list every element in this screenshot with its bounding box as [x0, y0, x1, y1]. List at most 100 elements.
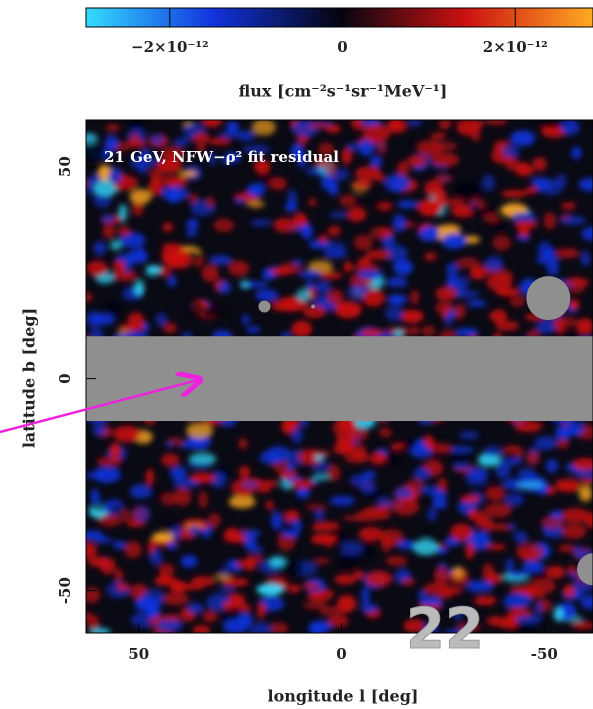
residual-blob: [564, 278, 590, 287]
residual-blob: [522, 560, 544, 573]
residual-blob: [452, 566, 465, 579]
residual-blob: [126, 249, 149, 264]
residual-blob: [489, 615, 502, 627]
residual-blob: [131, 274, 158, 281]
residual-blob: [397, 199, 414, 209]
source-mask: [311, 304, 316, 309]
residual-blob: [106, 300, 122, 315]
residual-blob: [365, 491, 386, 499]
residual-blob: [208, 138, 231, 145]
residual-blob: [337, 553, 361, 571]
residual-blob: [561, 523, 587, 540]
residual-blob: [205, 196, 215, 208]
residual-blob: [353, 570, 365, 580]
residual-blob: [477, 453, 501, 467]
residual-blob: [179, 170, 198, 177]
residual-blob: [492, 235, 511, 251]
residual-blob: [470, 204, 481, 218]
residual-blob: [417, 198, 443, 216]
residual-blob: [507, 523, 517, 531]
residual-blob: [215, 574, 232, 581]
x-tick-label: -50: [531, 645, 558, 663]
residual-blob: [385, 276, 408, 288]
residual-blob: [198, 490, 209, 509]
residual-blob: [309, 590, 332, 604]
residual-blob: [112, 270, 137, 281]
residual-blob: [325, 124, 341, 133]
residual-blob: [256, 583, 284, 596]
residual-blob: [503, 601, 512, 608]
residual-blob: [423, 582, 451, 595]
residual-blob: [114, 568, 124, 582]
residual-blob: [202, 610, 218, 623]
residual-blob: [327, 181, 339, 196]
residual-blob: [408, 120, 423, 127]
residual-blob: [571, 146, 582, 160]
residual-blob: [444, 311, 454, 327]
residual-blob: [390, 442, 405, 450]
residual-blob: [441, 233, 467, 249]
plot-area: [86, 120, 593, 633]
residual-blob: [248, 622, 273, 633]
residual-blob: [226, 527, 239, 537]
residual-blob: [228, 260, 250, 277]
residual-blob: [109, 442, 121, 459]
residual-blob: [239, 465, 251, 480]
residual-blob: [563, 584, 575, 598]
residual-blob: [421, 325, 436, 337]
residual-blob: [163, 322, 177, 334]
residual-blob: [363, 288, 385, 307]
residual-blob: [580, 595, 593, 610]
residual-blob: [393, 214, 406, 232]
residual-blob: [254, 555, 263, 562]
residual-blob: [160, 453, 180, 467]
residual-blob: [353, 235, 373, 251]
residual-blob: [485, 543, 507, 551]
y-tick-label: 50: [56, 156, 74, 177]
residual-blob: [113, 425, 141, 443]
residual-blob: [552, 317, 579, 327]
residual-blob: [553, 607, 564, 622]
residual-blob: [571, 621, 593, 630]
residual-blob: [482, 174, 495, 192]
residual-blob: [504, 493, 524, 507]
residual-blob: [92, 241, 107, 255]
colorbar: [85, 7, 593, 28]
source-mask: [577, 553, 593, 586]
residual-blob: [241, 314, 250, 326]
residual-blob: [319, 234, 329, 244]
residual-blob: [98, 514, 122, 527]
residual-blob: [534, 436, 558, 451]
residual-blob: [436, 546, 448, 555]
residual-blob: [386, 449, 402, 468]
residual-blob: [255, 289, 279, 302]
residual-blob: [311, 474, 331, 481]
residual-blob: [501, 144, 521, 159]
residual-blob: [360, 328, 384, 337]
residual-blob: [350, 474, 369, 486]
colorbar-tick-label: 0: [337, 38, 347, 56]
residual-blob: [470, 133, 482, 142]
residual-blob: [308, 122, 331, 129]
residual-blob: [379, 228, 394, 236]
residual-blob: [446, 274, 458, 287]
residual-blob: [518, 162, 529, 169]
residual-blob: [568, 299, 580, 311]
residual-blob: [530, 578, 556, 594]
residual-blob: [100, 214, 115, 223]
residual-blob: [299, 269, 322, 279]
residual-blob: [296, 288, 312, 302]
residual-blob: [86, 260, 108, 277]
colorbar-label: flux [cm⁻²s⁻¹sr⁻¹MeV⁻¹]: [239, 82, 448, 101]
residual-blob: [251, 120, 276, 136]
residual-blob: [580, 477, 593, 485]
residual-blob: [169, 466, 187, 480]
annotation: 21 GeV, NFW−ρ² fit residual: [104, 148, 339, 166]
residual-blob: [124, 541, 142, 559]
residual-blob: [393, 259, 414, 276]
residual-blob: [358, 139, 375, 157]
residual-blob: [509, 570, 528, 578]
residual-blob: [112, 540, 127, 549]
residual-blob: [161, 492, 177, 506]
residual-blob: [513, 531, 528, 544]
